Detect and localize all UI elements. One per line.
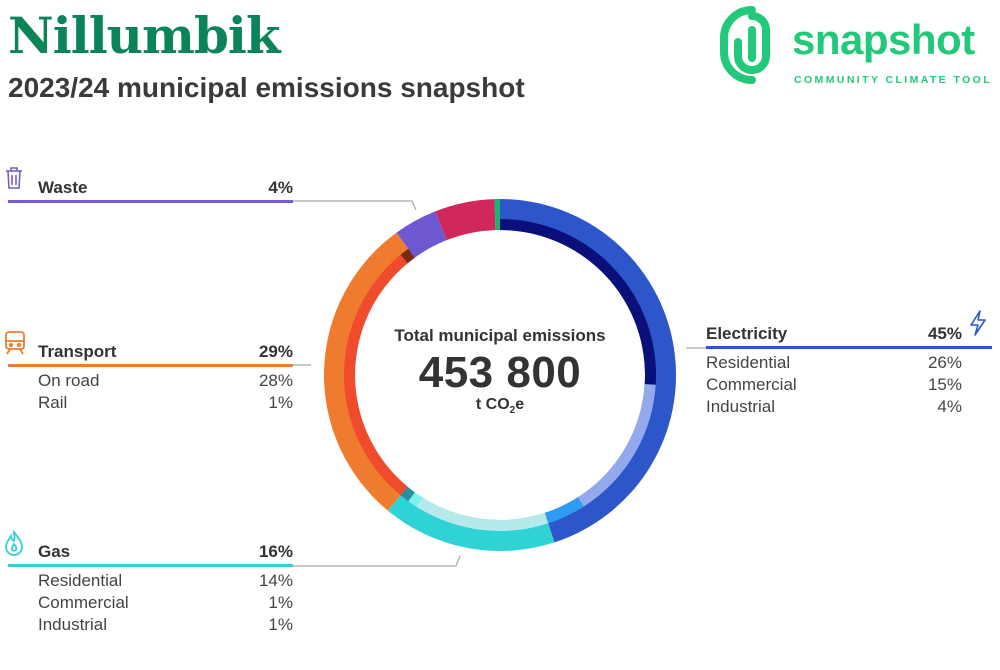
- subcategory-row: Commercial 1%: [38, 593, 293, 612]
- category-name: Waste: [38, 178, 88, 197]
- subcategory-row: Industrial 4%: [706, 397, 962, 416]
- leader-lines: [293, 200, 706, 567]
- category-percent: 4%: [268, 178, 293, 197]
- subcategory-row: Industrial 1%: [38, 615, 293, 634]
- center-summary: Total municipal emissions 453 800 t CO2e: [380, 326, 620, 416]
- category-percent: 45%: [927, 324, 962, 343]
- subcategory-row: Commercial 15%: [706, 375, 962, 394]
- total-emissions-unit: t CO2e: [475, 396, 525, 417]
- donut-subsegment-electricity-commercial: [577, 384, 656, 507]
- lightning-icon: [968, 310, 988, 341]
- center-label: Total municipal emissions: [394, 326, 606, 345]
- subcategory-row: Residential 14%: [38, 571, 293, 590]
- donut-inner-ring: [344, 219, 657, 531]
- category-header: Transport 29%: [5, 331, 293, 367]
- logo-tagline: COMMUNITY CLIMATE TOOL: [794, 74, 993, 86]
- trash-icon: [4, 166, 24, 195]
- page-title: Nillumbik: [8, 6, 281, 65]
- category-percent: 16%: [258, 542, 293, 561]
- subcategory-row: On road 28%: [38, 371, 293, 390]
- leader-line-waste: [293, 200, 417, 211]
- donut-segment-other: [435, 199, 496, 241]
- flame-icon: [4, 529, 24, 561]
- donut-segment-waste: [396, 211, 447, 258]
- category-header: Gas 16%: [5, 529, 293, 567]
- donut-subsegment-gas-residential: [416, 497, 549, 531]
- train-icon: [4, 330, 26, 361]
- donut-subsegment-electricity-residential: [500, 219, 657, 385]
- page-subtitle: 2023/24 municipal emissions snapshot: [8, 72, 525, 103]
- category-gas: Gas 16% Residential 14% Commercial 1% Indu…: [5, 529, 293, 634]
- total-emissions-value: 453 800: [418, 348, 582, 397]
- donut-subsegment-gas-commercial: [408, 492, 423, 507]
- category-header: Electricity 45%: [706, 310, 992, 349]
- subcategory-row: Residential 26%: [706, 353, 962, 372]
- category-name: Transport: [38, 342, 117, 361]
- snapshot-logo: snapshot COMMUNITY CLIMATE TOOL: [712, 0, 1000, 92]
- donut-subsegment-transport-on-road: [344, 254, 408, 496]
- category-header: Waste 4%: [6, 167, 293, 203]
- leader-line-gas: [293, 555, 461, 567]
- category-percent: 29%: [258, 342, 293, 361]
- donut-subsegment-gas-industrial: [400, 486, 415, 502]
- donut-subsegment-electricity-industrial: [544, 497, 584, 524]
- category-name: Electricity: [706, 324, 788, 343]
- category-electricity: Electricity 45% Residential 26% Commercia…: [706, 310, 992, 416]
- fingerprint-logo-icon: [720, 6, 770, 84]
- category-waste: Waste 4%: [6, 167, 293, 203]
- logo-wordmark: snapshot: [792, 16, 975, 63]
- donut-subsegment-transport-rail: [400, 248, 415, 264]
- subcategory-row: Rail 1%: [38, 393, 293, 412]
- donut-segment-segment-0: [494, 199, 500, 231]
- category-transport: Transport 29% On road 28% Rail 1%: [5, 331, 293, 412]
- donut-segment-transport: [324, 232, 415, 511]
- category-name: Gas: [38, 542, 71, 561]
